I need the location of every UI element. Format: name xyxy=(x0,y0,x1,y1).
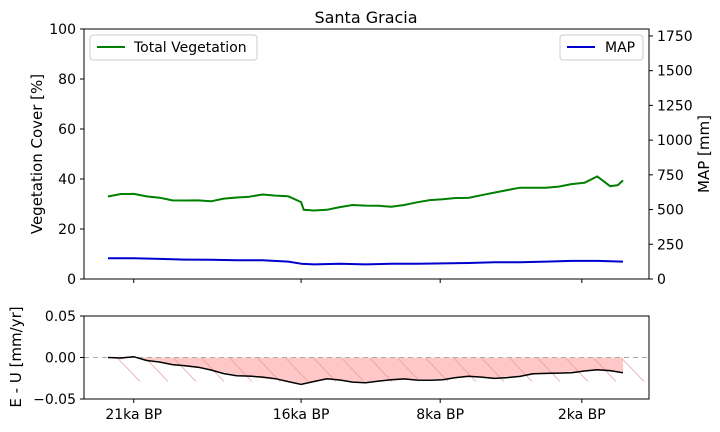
legend-vegetation: Total Vegetation xyxy=(89,34,258,61)
right-y-axis: 0 250 500 750 1000 1250 1500 1750 xyxy=(649,29,693,288)
right-y-tick-label: 1500 xyxy=(657,64,693,80)
top-x-axis-ticks xyxy=(133,279,583,283)
left-y-axis-title: Vegetation Cover [%] xyxy=(28,74,46,234)
map-line xyxy=(108,257,624,266)
total-vegetation-line xyxy=(107,175,624,212)
x-tick-label: 2ka BP xyxy=(558,407,606,423)
e-u-panel: 0.05 0.00 −0.05 21ka BP 16ka BP 8ka BP 2ka BP… xyxy=(7,306,650,423)
e-u-line xyxy=(107,355,624,386)
bottom-y-axis: 0.05 0.00 −0.05 xyxy=(33,309,84,408)
bottom-y-axis-title: E - U [mm/yr] xyxy=(7,306,25,407)
legend-map-box xyxy=(559,34,644,61)
right-y-tick-label: 1250 xyxy=(657,98,693,114)
right-y-tick-label: 250 xyxy=(657,237,684,253)
x-tick-label: 8ka BP xyxy=(416,407,464,423)
deficit-hatch xyxy=(509,358,533,382)
deficit-hatch xyxy=(621,358,645,382)
bottom-y-tick-label: 0.00 xyxy=(45,351,76,367)
right-y-tick-label: 500 xyxy=(657,203,684,219)
right-y-tick-label: 1000 xyxy=(657,133,693,149)
deficit-hatch xyxy=(369,358,393,382)
right-y-tick-label: 1750 xyxy=(657,29,693,45)
deficit-hatch xyxy=(145,358,169,382)
x-axis: 21ka BP 16ka BP 8ka BP 2ka BP xyxy=(105,399,606,423)
left-y-axis: 0 20 40 60 80 100 xyxy=(49,22,84,288)
legend-vegetation-label: Total Vegetation xyxy=(133,40,247,56)
deficit-hatch xyxy=(537,358,561,382)
deficit-hatch xyxy=(229,358,253,382)
deficit-hatch xyxy=(285,358,309,382)
legend-map: MAP xyxy=(559,34,644,61)
deficit-hatch xyxy=(565,358,589,382)
legend-map-label: MAP xyxy=(605,40,635,56)
deficit-hatch xyxy=(257,358,281,382)
top-series-lines xyxy=(107,175,624,266)
right-y-axis-title: MAP [mm] xyxy=(695,115,713,193)
x-tick-label: 16ka BP xyxy=(273,407,330,423)
left-y-tick-label: 100 xyxy=(49,22,76,38)
legend-vegetation-box xyxy=(89,34,258,61)
deficit-fill xyxy=(108,357,623,384)
deficit-hatch xyxy=(425,358,449,382)
left-y-tick-label: 40 xyxy=(58,172,76,188)
deficit-hatch xyxy=(453,358,477,382)
deficit-hatch xyxy=(313,358,337,382)
left-y-tick-label: 60 xyxy=(58,122,76,138)
deficit-hatch xyxy=(341,358,365,382)
chart-title: Santa Gracia xyxy=(314,8,417,27)
right-y-tick-label: 750 xyxy=(657,168,684,184)
deficit-hatch xyxy=(173,358,197,382)
top-plot-frame xyxy=(83,28,650,280)
bottom-y-tick-label: −0.05 xyxy=(33,392,76,408)
left-y-tick-label: 80 xyxy=(58,72,76,88)
left-y-tick-label: 0 xyxy=(67,272,76,288)
deficit-hatch xyxy=(397,358,421,382)
e-u-series-line xyxy=(107,355,624,386)
x-tick-label: 21ka BP xyxy=(105,407,162,423)
left-y-tick-label: 20 xyxy=(58,222,76,238)
e-u-deficit-area xyxy=(108,357,645,384)
bottom-y-tick-label: 0.05 xyxy=(45,309,76,325)
deficit-hatch xyxy=(117,358,141,382)
right-y-tick-label: 0 xyxy=(657,272,666,288)
